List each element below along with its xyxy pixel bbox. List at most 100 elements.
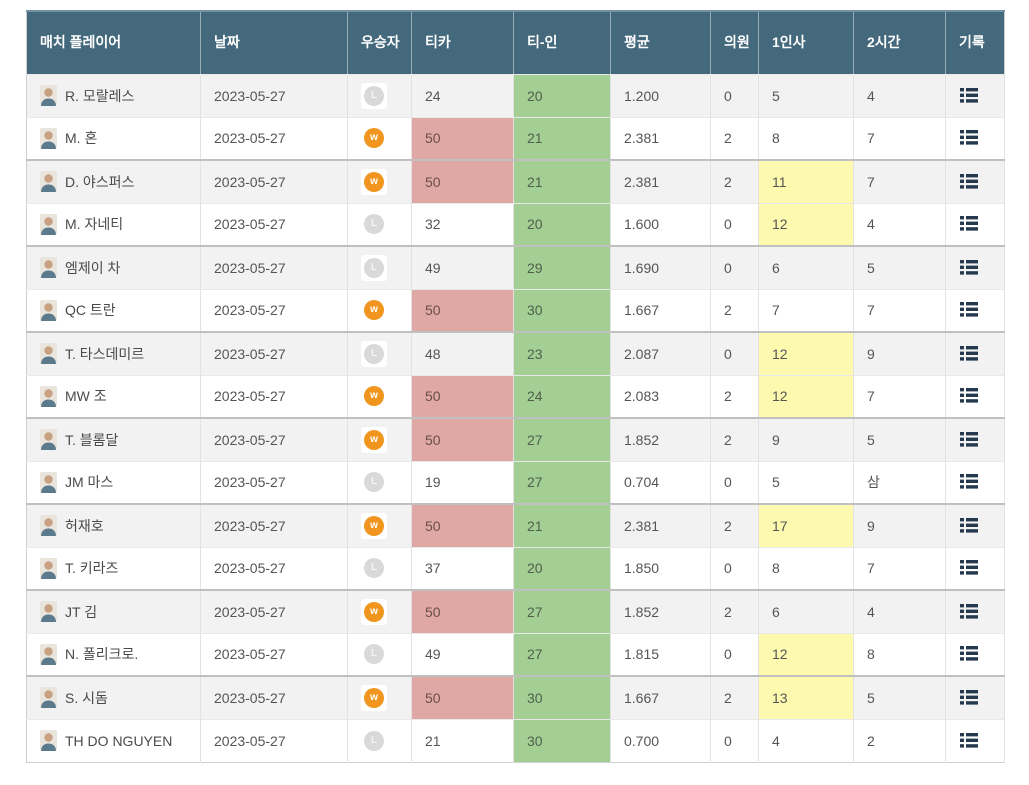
player-cell: JT 김 [26, 589, 201, 633]
record-button[interactable] [959, 344, 979, 363]
record-cell [945, 374, 1005, 418]
average-cell: 1.600 [610, 202, 711, 246]
result-badge: W [364, 515, 384, 536]
winner-cell: L [347, 546, 412, 590]
average-cell: 2.087 [610, 331, 711, 375]
average-cell: 1.852 [610, 589, 711, 633]
result-badge-box: W [361, 426, 387, 453]
list-icon [960, 474, 978, 492]
greeting-cell: 6 [758, 589, 854, 633]
record-button[interactable] [959, 86, 979, 105]
uiwon-cell: 0 [710, 718, 759, 762]
greeting-cell: 5 [758, 460, 854, 504]
record-button[interactable] [959, 258, 979, 277]
average-cell: 1.667 [610, 675, 711, 719]
greeting-cell: 12 [758, 632, 854, 676]
date-cell: 2023-05-27 [200, 417, 348, 461]
caroms-cell: 50 [411, 288, 514, 332]
player-avatar-photo [40, 515, 57, 537]
player-name: T. 블롬달 [65, 431, 119, 448]
record-button[interactable] [959, 386, 979, 405]
uiwon-cell: 0 [710, 460, 759, 504]
record-button[interactable] [959, 602, 979, 621]
uiwon-cell: 0 [710, 202, 759, 246]
greeting-cell: 7 [758, 288, 854, 332]
player-name: JM 마스 [65, 474, 114, 491]
tee-in-cell: 30 [513, 288, 611, 332]
average-cell: 1.690 [610, 245, 711, 289]
hours-cell: 9 [853, 331, 946, 375]
result-badge-box: W [361, 168, 387, 195]
result-badge-box: W [361, 125, 387, 152]
player-avatar-photo [40, 171, 57, 193]
record-button[interactable] [959, 688, 979, 707]
tee-in-cell: 20 [513, 73, 611, 117]
player-name: JT 김 [65, 603, 98, 620]
table-row: T. 키라즈 2023-05-27 L 37 20 1.850 0 8 7 [26, 546, 1005, 590]
list-icon [960, 388, 978, 406]
record-button[interactable] [959, 172, 979, 191]
result-badge: L [364, 644, 384, 665]
record-button[interactable] [959, 516, 979, 535]
table-row: N. 폴리크로. 2023-05-27 L 49 27 1.815 0 12 8 [26, 632, 1005, 676]
player-name: S. 시돔 [65, 689, 108, 706]
list-icon [960, 560, 978, 578]
winner-cell: W [347, 675, 412, 719]
greeting-cell: 4 [758, 718, 854, 762]
player-avatar-photo [40, 429, 57, 451]
list-icon [960, 517, 978, 536]
tee-in-cell: 30 [513, 718, 611, 762]
result-badge-box: L [361, 555, 387, 582]
greeting-cell: 12 [758, 374, 854, 418]
player-avatar-photo [40, 601, 57, 623]
result-badge: L [364, 85, 384, 106]
record-button[interactable] [959, 300, 979, 319]
record-button[interactable] [959, 128, 979, 147]
record-button[interactable] [959, 472, 979, 491]
column-header-caroms: 티카 [411, 10, 514, 74]
average-cell: 2.381 [610, 159, 711, 203]
caroms-cell: 24 [411, 73, 514, 117]
column-header-tee_in: 티-인 [513, 10, 611, 74]
uiwon-cell: 0 [710, 331, 759, 375]
uiwon-cell: 0 [710, 245, 759, 289]
winner-cell: L [347, 718, 412, 762]
greeting-cell: 12 [758, 331, 854, 375]
column-header-date: 날짜 [200, 10, 348, 74]
record-cell [945, 288, 1005, 332]
player-cell: D. 야스퍼스 [26, 159, 201, 203]
result-badge-box: L [361, 727, 387, 754]
record-button[interactable] [959, 558, 979, 577]
record-cell [945, 589, 1005, 633]
winner-cell: L [347, 460, 412, 504]
hours-cell: 8 [853, 632, 946, 676]
list-icon [960, 603, 978, 622]
record-cell [945, 632, 1005, 676]
caroms-cell: 32 [411, 202, 514, 246]
list-icon [960, 87, 978, 106]
table-row: S. 시돔 2023-05-27 W 50 30 1.667 2 13 5 [26, 675, 1005, 719]
player-avatar-photo [40, 730, 57, 751]
average-cell: 2.381 [610, 116, 711, 160]
table-row: QC 트란 2023-05-27 W 50 30 1.667 2 7 7 [26, 288, 1005, 332]
player-avatar-photo [40, 385, 57, 407]
player-cell: T. 블롬달 [26, 417, 201, 461]
hours-cell: 5 [853, 675, 946, 719]
record-button[interactable] [959, 430, 979, 449]
player-avatar-photo [40, 471, 57, 493]
caroms-cell: 21 [411, 718, 514, 762]
average-cell: 2.083 [610, 374, 711, 418]
hours-cell: 5 [853, 245, 946, 289]
date-cell: 2023-05-27 [200, 675, 348, 719]
date-cell: 2023-05-27 [200, 245, 348, 289]
caroms-cell: 50 [411, 503, 514, 547]
record-button[interactable] [959, 644, 979, 663]
player-avatar-photo [40, 343, 57, 365]
record-button[interactable] [959, 214, 979, 233]
record-button[interactable] [959, 731, 979, 750]
winner-cell: L [347, 331, 412, 375]
date-cell: 2023-05-27 [200, 331, 348, 375]
caroms-cell: 50 [411, 159, 514, 203]
hours-cell: 7 [853, 374, 946, 418]
record-cell [945, 245, 1005, 289]
